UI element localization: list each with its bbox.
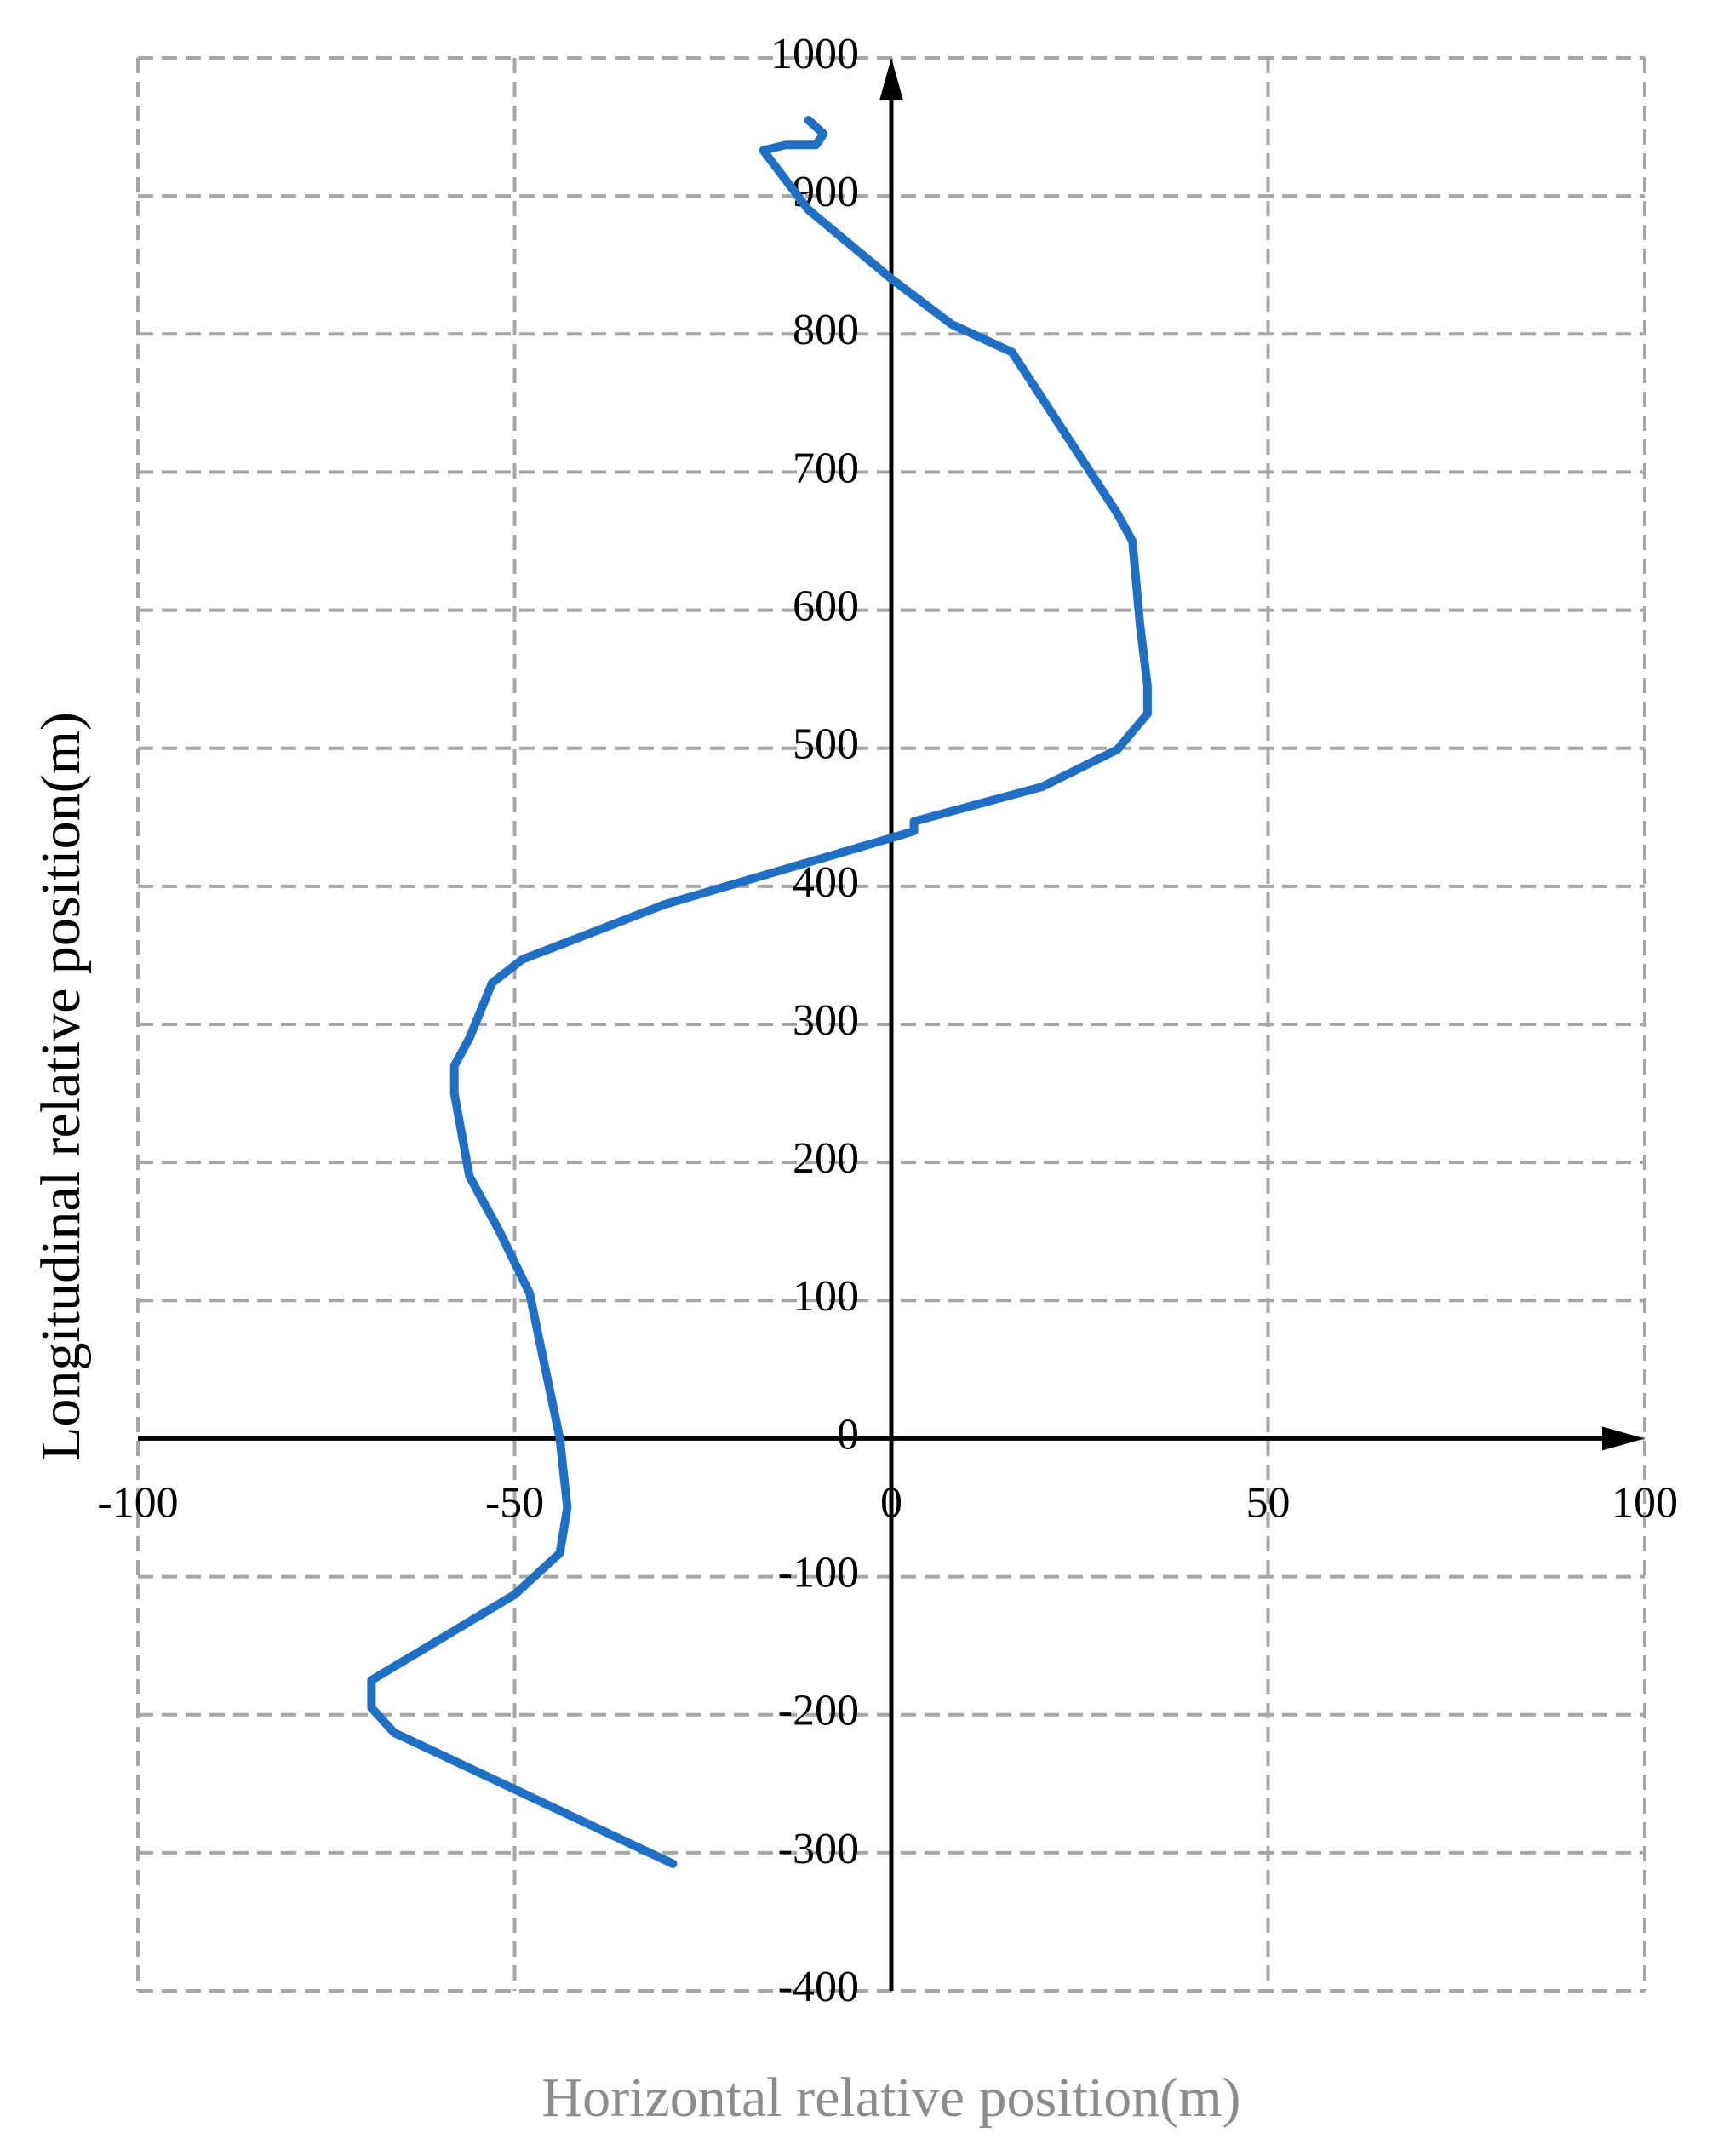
y-tick-label: 0 [837, 1410, 859, 1459]
y-axis-title: Longitudinal relative position(m) [30, 712, 92, 1461]
y-tick-label: -300 [778, 1825, 859, 1873]
x-tick-label: 50 [1246, 1478, 1291, 1527]
y-tick-label: 700 [793, 444, 859, 492]
x-axis-arrow [1602, 1426, 1645, 1451]
y-tick-label: 300 [793, 996, 859, 1045]
y-tick-label: 1000 [770, 30, 859, 78]
x-tick-label: 100 [1612, 1478, 1678, 1527]
y-axis-arrow [879, 58, 903, 100]
y-tick-label: 200 [793, 1134, 859, 1183]
y-tick-label: 800 [793, 306, 859, 354]
data-line [367, 116, 1152, 1868]
y-tick-label: 100 [793, 1272, 859, 1321]
x-tick-label: -50 [485, 1478, 544, 1527]
y-tick-label: -400 [778, 1963, 859, 2011]
y-tick-label: 600 [793, 582, 859, 631]
x-tick-label: 0 [880, 1478, 902, 1527]
y-tick-label: 500 [793, 720, 859, 769]
y-tick-label: -200 [778, 1687, 859, 1735]
x-tick-label: -100 [97, 1478, 178, 1527]
x-axis-title: Horizontal relative position(m) [541, 2067, 1240, 2129]
y-tick-label: -100 [778, 1549, 859, 1597]
